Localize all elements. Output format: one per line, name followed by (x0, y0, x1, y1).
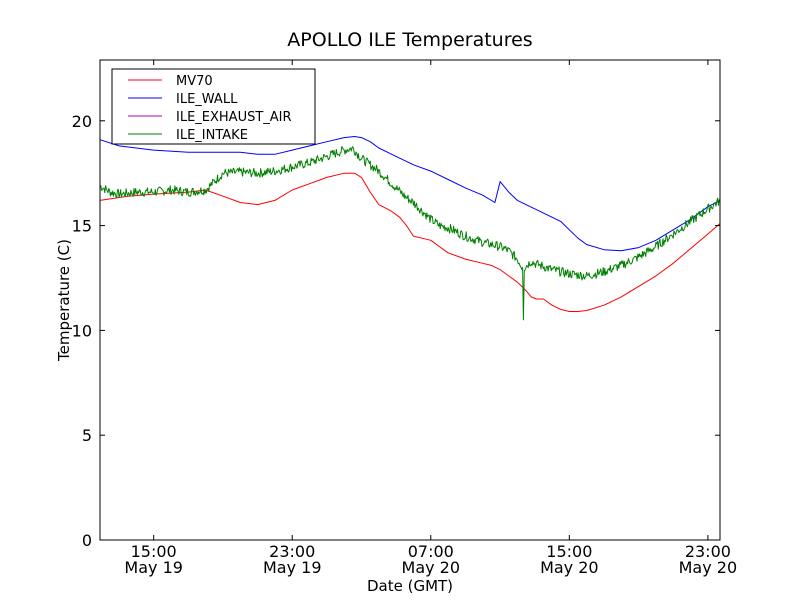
y-tick-label: 10 (72, 321, 92, 340)
x-axis-label: Date (GMT) (367, 577, 453, 595)
x-tick-label-date: May 20 (679, 558, 738, 577)
x-tick-label-time: 23:00 (685, 542, 731, 561)
chart-title: APOLLO ILE Temperatures (287, 29, 532, 51)
series-layer (99, 136, 721, 321)
legend-box (111, 68, 316, 145)
y-tick-label: 15 (72, 217, 92, 236)
x-tick-label-date: May 19 (263, 558, 322, 577)
series-line-mv70 (99, 172, 721, 312)
x-tick-label-time: 07:00 (408, 542, 454, 561)
series-line-ile-wall (99, 136, 721, 252)
x-tick-label-date: May 20 (540, 558, 599, 577)
y-tick-label: 20 (72, 112, 92, 131)
legend-label: MV70 (176, 74, 213, 89)
legend-label: ILE_WALL (176, 92, 238, 107)
x-tick-label-date: May 19 (124, 558, 183, 577)
x-tick-label-time: 15:00 (131, 542, 177, 561)
plot-frame (99, 59, 721, 541)
legend: MV70 ILE_WALL ILE_EXHAUST_AIR ILE_INTAKE (111, 68, 316, 145)
legend-label: ILE_EXHAUST_AIR (176, 110, 292, 125)
legend-label: ILE_INTAKE (176, 128, 248, 143)
x-tick-label-time: 15:00 (546, 542, 592, 561)
x-tick-label-time: 23:00 (269, 542, 315, 561)
y-tick-label: 0 (82, 531, 92, 550)
x-tick-label-date: May 20 (402, 558, 461, 577)
series-line-ile-intake (99, 146, 721, 321)
y-axis-label: Temperature (C) (55, 239, 73, 362)
y-tick-label: 5 (82, 426, 92, 445)
y-axis: 0 5 10 15 20 (72, 112, 720, 550)
